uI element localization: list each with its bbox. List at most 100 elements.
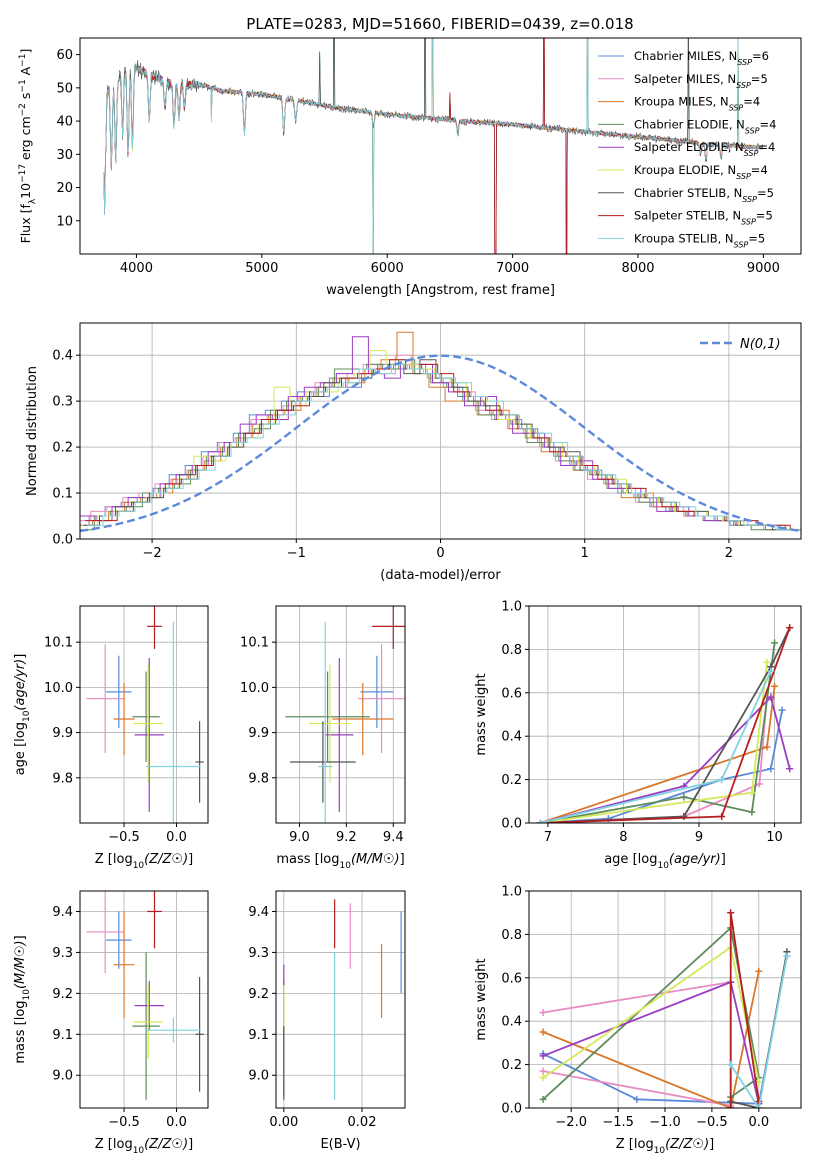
x-axis-label: age [log10(age/yr)] bbox=[604, 852, 726, 871]
y-tick-label: 0.2 bbox=[501, 773, 522, 788]
y-tick-label: 10.1 bbox=[240, 636, 269, 651]
histogram-series bbox=[81, 350, 801, 531]
y-tick-label: 10.0 bbox=[44, 681, 73, 696]
weight-marker bbox=[727, 909, 735, 917]
y-tick-label: 10 bbox=[56, 214, 73, 229]
data-point bbox=[290, 721, 356, 803]
y-tick-label: 9.8 bbox=[52, 771, 73, 786]
spectrum-line bbox=[103, 38, 764, 254]
weight-marker bbox=[763, 743, 771, 751]
weight-marker bbox=[786, 624, 794, 632]
y-tick-label: 9.0 bbox=[248, 1069, 269, 1084]
y-tick-label: 9.8 bbox=[248, 771, 269, 786]
weight-marker bbox=[539, 1028, 547, 1036]
weight-series-line bbox=[540, 670, 772, 823]
weight-marker bbox=[767, 667, 775, 675]
data-point bbox=[132, 671, 160, 762]
y-tick-label: 9.0 bbox=[52, 1069, 73, 1084]
y-tick-label: 0.4 bbox=[501, 1015, 522, 1030]
histogram-series bbox=[86, 363, 801, 531]
weight-marker bbox=[718, 776, 726, 784]
x-axis-label: wavelength [Angstrom, rest frame] bbox=[326, 283, 555, 298]
legend-nssp: 5 bbox=[758, 231, 765, 245]
x-tick-label: 0 bbox=[436, 546, 444, 561]
legend-label: Salpeter MILES bbox=[634, 72, 720, 86]
weight-marker bbox=[718, 812, 726, 820]
legend-entry: Kroupa ELODIE, NSSP=4 bbox=[634, 163, 768, 181]
y-tick-label: 0.1 bbox=[52, 487, 73, 502]
y-tick-label: 10.1 bbox=[44, 636, 73, 651]
weight-marker bbox=[755, 1104, 763, 1108]
y-tick-label: 0.8 bbox=[501, 928, 522, 943]
weight-marker bbox=[767, 693, 775, 701]
legend-nssp: 6 bbox=[762, 49, 769, 63]
y-tick-label: 1.0 bbox=[501, 600, 522, 615]
y-tick-label: 50 bbox=[56, 81, 73, 96]
x-tick-label: −0.5 bbox=[108, 1115, 140, 1130]
weight-marker bbox=[539, 1095, 547, 1103]
plot-area bbox=[285, 606, 405, 823]
data-point bbox=[86, 891, 125, 973]
data-point bbox=[147, 606, 162, 649]
x-tick-label: −1.0 bbox=[649, 1115, 681, 1130]
weight-marker bbox=[748, 789, 756, 797]
data-point bbox=[134, 981, 164, 1031]
data-point bbox=[358, 644, 405, 753]
legend-entry: Kroupa STELIB, NSSP=5 bbox=[634, 231, 765, 249]
axes-frame bbox=[79, 890, 209, 1109]
x-axis-label: E(B-V) bbox=[320, 1137, 360, 1152]
x-tick-label: 0.0 bbox=[748, 1115, 769, 1130]
y-tick-label: 0.8 bbox=[501, 643, 522, 658]
data-point bbox=[106, 911, 132, 969]
legend-label: Salpeter STELIB bbox=[634, 209, 725, 223]
legend-label: Chabrier ELODIE bbox=[634, 117, 729, 131]
y-tick-label: 60 bbox=[56, 48, 73, 63]
weight-marker bbox=[755, 780, 763, 788]
data-point bbox=[332, 682, 394, 756]
x-tick-label: −2 bbox=[143, 546, 162, 561]
legend-nssp: 4 bbox=[768, 140, 775, 154]
legend-nssp: 5 bbox=[765, 209, 772, 223]
plot-area bbox=[283, 899, 402, 1100]
data-point bbox=[146, 1017, 201, 1043]
weight-series-line bbox=[540, 642, 776, 823]
legend-label: Salpeter ELODIE bbox=[634, 140, 728, 154]
x-tick-label: 6000 bbox=[371, 261, 404, 276]
x-tick-label: −0.5 bbox=[696, 1115, 728, 1130]
x-axis-label: (data-model)/error bbox=[380, 568, 501, 583]
y-axis-label: Normed distribution bbox=[25, 366, 40, 496]
x-tick-label: 9.4 bbox=[383, 830, 404, 845]
reference-legend-label: N(0,1) bbox=[740, 337, 781, 352]
x-tick-label: 9000 bbox=[747, 261, 780, 276]
legend-nssp: 4 bbox=[760, 163, 767, 177]
y-tick-label: 1.0 bbox=[501, 885, 522, 900]
x-tick-label: 9 bbox=[695, 830, 703, 845]
weight-series-line bbox=[540, 662, 768, 823]
weight-marker bbox=[539, 1052, 547, 1060]
panel-age-vs-Z: −0.5 0.0 9.8 9.9 10.0 10.1 bbox=[44, 605, 209, 845]
y-tick-label: 30 bbox=[56, 148, 73, 163]
legend-label: Kroupa STELIB bbox=[634, 231, 718, 245]
weight-marker bbox=[539, 1067, 547, 1075]
y-axis-label: mass [log10(M/M☉)] bbox=[13, 935, 32, 1063]
x-tick-label: −0.5 bbox=[108, 830, 140, 845]
legend-entry: Chabrier MILES, NSSP=6 bbox=[634, 49, 769, 67]
legend-entry: Kroupa MILES, NSSP=4 bbox=[634, 95, 760, 113]
x-tick-label: 8000 bbox=[621, 261, 654, 276]
weight-marker bbox=[680, 793, 688, 801]
weight-marker bbox=[539, 1074, 547, 1082]
data-point bbox=[147, 891, 162, 949]
legend-nssp: 4 bbox=[769, 117, 776, 131]
plot-area bbox=[536, 624, 794, 823]
plot-area bbox=[86, 606, 204, 823]
y-axis-label: age [log10(age/yr)] bbox=[13, 654, 32, 776]
plot-area bbox=[103, 38, 764, 254]
axes-frame bbox=[79, 37, 802, 255]
weight-marker bbox=[539, 1009, 547, 1017]
axes-frame bbox=[275, 890, 406, 1109]
y-tick-label: 9.1 bbox=[52, 1028, 73, 1043]
y-tick-label: 0.0 bbox=[501, 817, 522, 832]
axes-frame bbox=[275, 605, 406, 824]
weight-marker bbox=[536, 819, 544, 823]
